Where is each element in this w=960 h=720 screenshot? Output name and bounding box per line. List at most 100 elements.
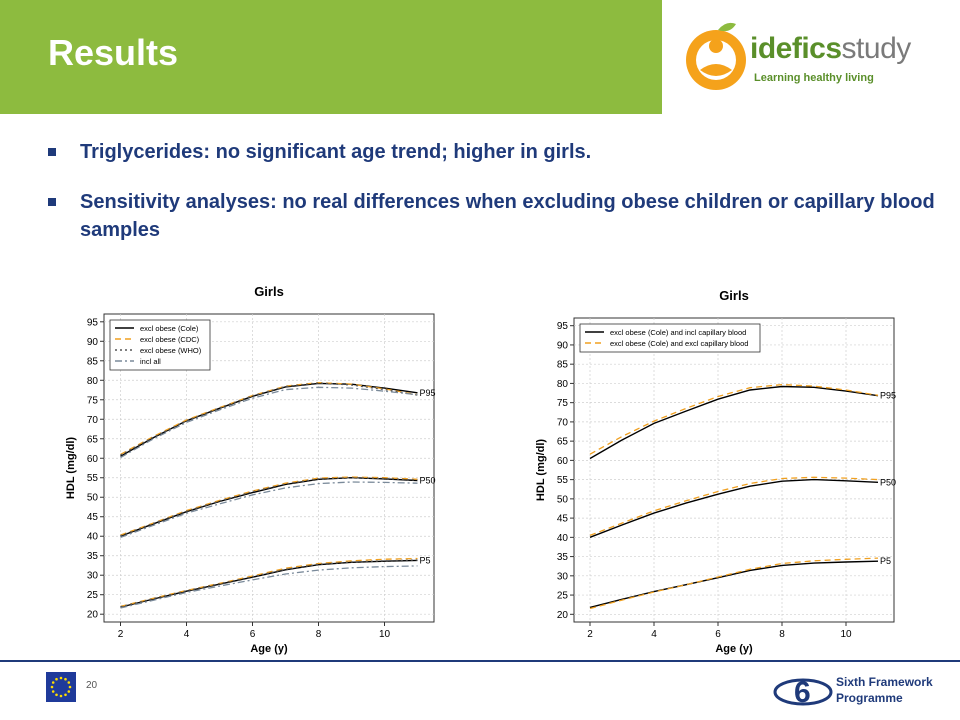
y-tick-label: 40 — [557, 533, 569, 544]
page-number: 20 — [86, 680, 98, 691]
percentile-label: P95 — [420, 388, 436, 398]
y-tick-label: 25 — [557, 591, 569, 602]
legend-label: excl obese (Cole) and excl capillary blo… — [610, 339, 748, 348]
x-tick-label: 4 — [184, 629, 190, 640]
x-tick-label: 6 — [250, 629, 256, 640]
series-line — [589, 476, 879, 537]
series-line — [120, 477, 418, 537]
legend-label: excl obese (WHO) — [140, 346, 202, 355]
series-line — [120, 382, 418, 456]
legend-label: incl all — [140, 357, 161, 366]
series-line — [120, 381, 418, 455]
x-axis-label: Age (y) — [250, 643, 288, 655]
bullet-square-icon — [48, 148, 56, 156]
x-tick-label: 2 — [587, 629, 593, 640]
y-tick-label: 25 — [87, 590, 99, 601]
bullet-text: Triglycerides: no significant age trend;… — [80, 141, 592, 163]
percentile-label: P5 — [880, 556, 891, 566]
fp6-logo-icon: 6 — [773, 676, 833, 709]
logo-brand-suffix: study — [841, 32, 912, 65]
bullet-square-icon — [48, 198, 56, 206]
y-tick-label: 35 — [557, 552, 569, 563]
programme-label: Sixth Framework Programme — [836, 674, 933, 706]
y-axis-label: HDL (mg/dl) — [65, 437, 77, 499]
percentile-label: P95 — [880, 391, 896, 401]
eu-flag-icon — [46, 672, 76, 702]
logo-brand-main: idefics — [750, 32, 842, 65]
y-tick-label: 50 — [557, 494, 569, 505]
percentile-label: P5 — [420, 555, 431, 565]
bullet-list: Triglycerides: no significant age trend;… — [48, 138, 948, 266]
series-line — [120, 559, 418, 608]
series-line — [120, 386, 418, 459]
bullet-item: Triglycerides: no significant age trend;… — [48, 138, 948, 166]
series-line — [120, 481, 418, 539]
footer-divider — [0, 660, 960, 662]
percentile-label: P50 — [420, 475, 436, 485]
slide-title: Results — [48, 32, 179, 73]
x-tick-label: 8 — [779, 629, 785, 640]
y-tick-label: 90 — [557, 340, 569, 351]
logo-tagline: Learning healthy living — [754, 72, 874, 84]
logo-wordmark: ideficsstudy — [750, 32, 911, 66]
x-tick-label: 10 — [840, 629, 852, 640]
y-tick-label: 65 — [557, 437, 569, 448]
series-line — [589, 385, 879, 460]
y-axis-label: HDL (mg/dl) — [535, 439, 547, 501]
legend-label: excl obese (Cole) — [140, 324, 199, 333]
y-tick-label: 40 — [87, 532, 99, 543]
series-line — [120, 476, 418, 536]
hdl-chart-right: Girls 20 25 30 35 40 45 50 55 60 65 70 75 80 85 90 95 2 4 6… — [535, 288, 896, 655]
legend-label: excl obese (CDC) — [140, 335, 200, 344]
series-line — [589, 557, 879, 610]
idefics-logo: ideficsstudy Learning healthy living — [662, 0, 960, 114]
y-tick-label: 30 — [87, 571, 99, 582]
y-tick-label: 70 — [87, 415, 99, 426]
x-tick-label: 10 — [379, 629, 391, 640]
y-tick-label: 45 — [87, 512, 99, 523]
y-tick-label: 60 — [557, 456, 569, 467]
x-axis-label: Age (y) — [715, 643, 753, 655]
y-tick-label: 95 — [557, 321, 569, 332]
bullet-item: Sensitivity analyses: no real difference… — [48, 188, 948, 244]
y-tick-label: 85 — [557, 360, 569, 371]
legend-label: excl obese (Cole) and incl capillary blo… — [610, 328, 746, 337]
series-line — [120, 565, 418, 609]
percentile-label: P50 — [880, 477, 896, 487]
series-line — [589, 383, 879, 455]
chart-title: Girls — [719, 288, 749, 303]
y-tick-label: 20 — [557, 610, 569, 621]
y-tick-label: 85 — [87, 356, 99, 367]
x-tick-label: 8 — [316, 629, 322, 640]
y-tick-label: 70 — [557, 417, 569, 428]
idefics-apple-icon — [686, 22, 746, 90]
y-tick-label: 45 — [557, 514, 569, 525]
svg-text:6: 6 — [794, 676, 811, 709]
programme-line-2: Programme — [836, 691, 903, 705]
y-tick-label: 80 — [557, 379, 569, 390]
y-tick-label: 75 — [557, 398, 569, 409]
y-tick-label: 65 — [87, 434, 99, 445]
legend-box — [579, 323, 761, 353]
plot-area — [573, 317, 895, 623]
chart-title: Girls — [254, 284, 284, 299]
y-tick-label: 20 — [87, 610, 99, 621]
header-band — [0, 0, 662, 114]
y-tick-label: 30 — [557, 571, 569, 582]
series-line — [589, 478, 879, 538]
x-tick-label: 4 — [651, 629, 657, 640]
y-tick-label: 55 — [87, 473, 99, 484]
y-tick-label: 75 — [87, 395, 99, 406]
programme-line-1: Sixth Framework — [836, 675, 933, 689]
bullet-text: Sensitivity analyses: no real difference… — [80, 191, 935, 241]
y-tick-label: 95 — [87, 317, 99, 328]
y-tick-label: 80 — [87, 376, 99, 387]
y-tick-label: 55 — [557, 475, 569, 486]
series-line — [589, 560, 879, 609]
y-tick-label: 35 — [87, 551, 99, 562]
y-tick-label: 60 — [87, 454, 99, 465]
y-tick-label: 90 — [87, 337, 99, 348]
x-tick-label: 6 — [715, 629, 721, 640]
x-tick-label: 2 — [118, 629, 124, 640]
y-tick-label: 50 — [87, 493, 99, 504]
